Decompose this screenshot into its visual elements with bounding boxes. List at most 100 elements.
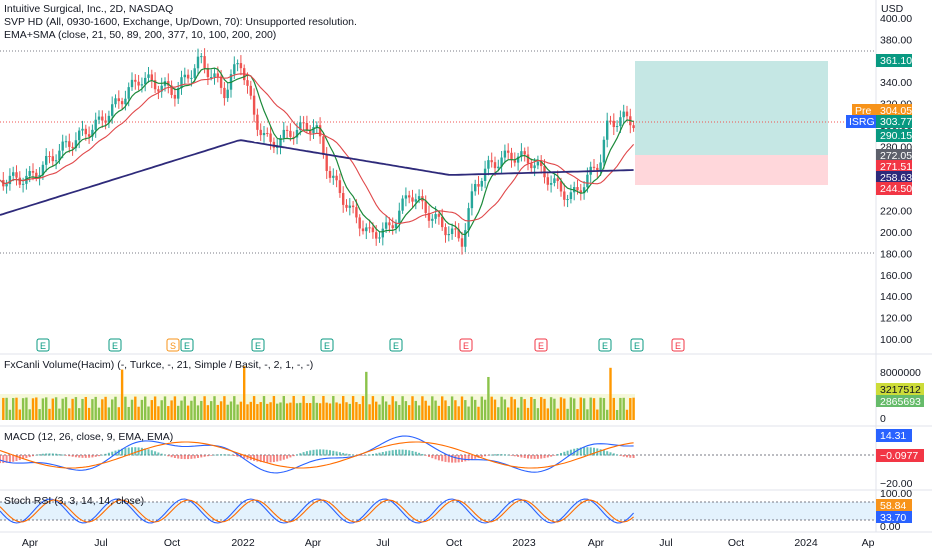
macd-histogram-bar — [190, 455, 193, 459]
volume-bar — [5, 397, 8, 420]
candle-body — [586, 174, 589, 188]
volume-bar — [421, 396, 424, 420]
badge-stoch-d: 33.70 — [876, 511, 912, 524]
candle-body — [332, 175, 335, 178]
candle-body — [408, 195, 411, 198]
macd-histogram-bar — [503, 454, 506, 456]
candle-body — [576, 187, 579, 191]
macd-histogram-bar — [98, 455, 100, 457]
macd-histogram-bar — [616, 454, 619, 456]
macd-histogram-bar — [441, 455, 444, 462]
candle-body — [170, 85, 173, 95]
volume-bar — [276, 403, 279, 420]
candle-body — [282, 129, 285, 138]
volume-bar — [318, 403, 322, 420]
volume-bars — [0, 366, 635, 420]
volume-bar — [78, 408, 81, 420]
macd-histogram-bar — [0, 455, 1, 464]
time-axis[interactable]: Apr Jul Oct 2022 Apr Jul Oct 2023 Apr Jul Oct 2024 A… — [22, 537, 875, 549]
candle-body — [127, 87, 130, 99]
macd-histogram-bar — [94, 455, 97, 457]
candle-body — [8, 175, 12, 185]
candle-body — [520, 151, 523, 157]
macd-histogram-bar — [395, 449, 397, 456]
macd-histogram-bar — [484, 455, 487, 457]
volume-bar — [615, 409, 619, 420]
candle-body — [450, 228, 454, 235]
volume-bar — [559, 397, 563, 420]
candle-body — [249, 85, 252, 96]
event-marker — [671, 338, 685, 352]
macd-histogram-bar — [523, 455, 526, 459]
candle-body — [632, 125, 635, 129]
chart-title[interactable]: Intuitive Surgical, Inc., 2D, NASDAQ — [4, 3, 174, 15]
candle-body — [87, 134, 91, 137]
volume-bar — [368, 404, 371, 420]
candle-body — [424, 201, 427, 213]
svp-indicator-label[interactable]: SVP HD (All, 0930-1600, Exchange, Up/Dow… — [4, 16, 357, 28]
volume-bar — [229, 401, 233, 420]
candle-body — [368, 227, 371, 229]
candle-body — [592, 166, 596, 168]
macd-histogram-bar — [144, 448, 147, 456]
volume-bar — [441, 396, 444, 420]
macd-histogram-bar — [378, 452, 381, 456]
candle-body — [516, 156, 520, 163]
candle-body — [609, 120, 612, 122]
candle-body — [606, 120, 609, 140]
macd-pane-label[interactable]: MACD (12, 26, close, 9, EMA, EMA) — [4, 431, 174, 443]
volume-pane-label[interactable]: FxCanli Volume(Hacim) (-, Turkce, -, 21,… — [4, 359, 314, 371]
candle-body — [391, 225, 394, 229]
volume-bar — [599, 397, 602, 420]
volume-bar — [21, 398, 25, 420]
macd-histogram-bar — [368, 454, 371, 456]
ema-sma-indicator-label[interactable]: EMA+SMA (close, 21, 50, 89, 200, 377, 10… — [4, 29, 277, 41]
volume-bar — [28, 409, 31, 420]
volume-bar — [589, 397, 592, 420]
macd-histogram-bar — [35, 454, 38, 456]
badge-ma4-text: 258.63 — [880, 172, 912, 184]
macd-histogram-bar — [78, 455, 81, 458]
candle-body — [101, 116, 104, 121]
volume-bar — [15, 397, 18, 420]
stoch-pane-label[interactable]: Stoch RSI (3, 3, 14, 14, close) — [4, 495, 145, 507]
macd-histogram-bar — [213, 454, 216, 456]
volume-bar — [629, 398, 632, 420]
candle-body — [417, 196, 421, 200]
macd-histogram-bar — [15, 455, 18, 461]
candle-body — [404, 195, 408, 199]
volume-bar — [210, 401, 213, 420]
macd-histogram-bar — [164, 454, 166, 456]
badge-ma2: 272.05 — [876, 149, 912, 162]
macd-histogram-bar — [276, 455, 279, 462]
candle-body — [203, 56, 206, 68]
volume-bar — [104, 396, 107, 420]
volume-bar — [322, 396, 325, 420]
volume-axis-top: 8000000 — [880, 367, 921, 379]
volume-bar — [408, 405, 411, 420]
macd-histogram-bar — [180, 455, 183, 459]
candle-body — [262, 132, 266, 136]
candle-body — [295, 129, 299, 138]
macd-histogram-bar — [500, 454, 503, 456]
target-zone[interactable] — [635, 61, 828, 155]
badge-target-text: 361.10 — [880, 55, 912, 67]
volume-bar — [45, 397, 48, 420]
candle-body — [177, 88, 180, 99]
macd-histogram-bar — [210, 455, 213, 456]
event-marker — [251, 338, 265, 352]
candle-body — [325, 154, 328, 171]
volume-bar — [516, 407, 520, 420]
volume-bar — [450, 396, 454, 420]
stop-zone[interactable] — [635, 155, 828, 185]
event-marker-label: E — [463, 341, 469, 351]
candle-body — [134, 79, 137, 82]
volume-bar — [348, 403, 351, 420]
volume-bar — [586, 409, 589, 420]
volume-bar — [292, 396, 295, 420]
candle-body — [411, 197, 414, 202]
macd-histogram-bar — [160, 453, 163, 456]
volume-bar — [622, 397, 625, 420]
volume-bar — [361, 396, 365, 420]
